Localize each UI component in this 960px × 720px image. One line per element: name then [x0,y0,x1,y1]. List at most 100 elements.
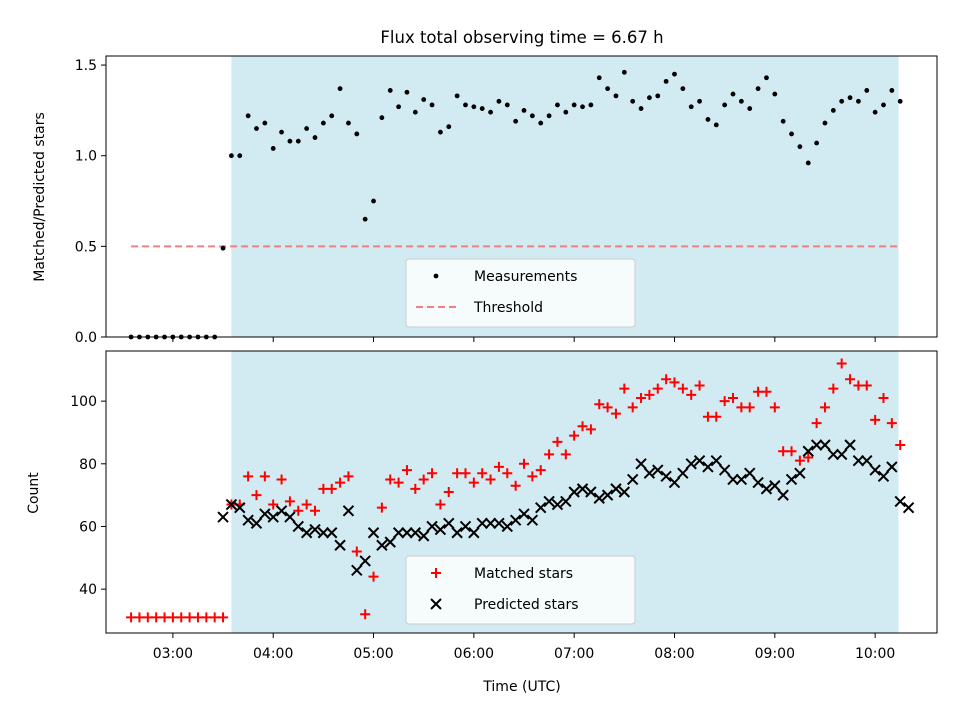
measurement-point [270,146,276,151]
legend-box [405,555,636,625]
measurement-point [463,102,468,108]
predicted-stars-point [576,483,589,495]
matched-stars-point [619,383,630,394]
y-tick-label: 1.5 [75,58,97,74]
measurement-point [655,93,661,99]
measurement-point [672,71,677,77]
predicted-stars-point [501,520,513,533]
measurement-point [638,106,644,111]
predicted-stars-point [585,486,597,498]
legend-label: Predicted stars [474,597,579,613]
predicted-stars-point [225,498,238,511]
matched-stars-point [209,612,220,623]
matched-stars-point [819,402,830,413]
measurement-point [697,98,702,104]
measurement-point [396,104,402,110]
predicted-stars-point [819,439,831,451]
matched-stars-point [577,421,588,432]
measurement-point [688,104,694,110]
predicted-stars-point [392,527,405,539]
measurement-point [897,98,903,104]
x-tick-label: 04:00 [253,646,293,662]
matched-stars-point [326,483,337,494]
matched-stars-point [861,380,872,391]
matched-stars-point [769,402,780,413]
matched-stars-point [318,483,329,494]
x-tick-label: 08:00 [654,646,694,662]
legend-dot-marker [433,273,439,279]
matched-stars-point [243,471,254,482]
matched-stars-point [452,468,463,479]
predicted-stars-point [342,505,355,517]
predicted-stars-point [668,476,681,489]
measurement-point [864,88,870,93]
measurement-point [513,118,519,124]
matched-stars-point [803,452,814,463]
matched-stars-point [418,474,429,485]
measurement-point [421,97,427,102]
matched-stars-point [268,499,279,510]
matched-stars-point [293,505,304,516]
y-tick-label: 80 [79,457,97,473]
measurement-point [563,109,569,115]
matched-stars-point [259,471,270,482]
predicted-stars-point [317,527,330,539]
top-legend: Measurements Threshold [405,258,636,328]
measurement-point [663,78,669,84]
matched-stars-point [602,402,613,413]
measurement-point [630,98,636,104]
matched-stars-point [677,383,688,394]
matched-stars-point [360,609,371,620]
predicted-stars-point [409,527,422,539]
measurement-point [738,98,744,104]
x-axis-label: Time (UTC) [482,679,560,695]
measurement-point [488,109,493,115]
matched-stars-point [694,380,705,391]
measurement-point [337,86,343,92]
matched-stars-point [544,449,555,460]
bottom-plot: 40 60 80 100 03:00 04:00 05:00 06:00 07:00 08:00 0… [70,350,938,662]
matched-stars-point [151,612,162,623]
matched-stars-point [610,408,621,419]
measurement-point [329,113,335,119]
measurement-point [605,86,611,92]
measurement-point [747,106,753,111]
predicted-stars-point [794,467,806,479]
y-tick-label: 0.5 [75,239,97,255]
predicted-stars-point [250,517,263,530]
x-tick-label: 10:00 [855,646,895,662]
matched-stars-point [343,471,354,482]
measurement-point [354,131,360,137]
measurement-point [805,160,811,166]
measurement-point [446,124,452,130]
y-tick-label: 100 [70,394,97,410]
measurement-point [521,107,527,113]
matched-stars-point [736,402,747,413]
predicted-stars-point [451,527,463,539]
matched-stars-point [192,612,203,623]
measurement-point [730,91,736,97]
matched-stars-point [335,477,346,488]
measurement-point [555,102,560,108]
predicted-stars-point [610,483,622,495]
matched-stars-point [535,465,546,476]
predicted-stars-point [685,458,697,470]
measurement-point [596,75,602,81]
matched-stars-point [661,374,672,385]
measurement-point [454,93,460,99]
measurement-point [847,95,853,101]
measurement-point [479,106,485,111]
predicted-stars-point [376,539,388,551]
matched-stars-point [201,612,212,623]
x-tick-label: 06:00 [454,646,494,662]
matched-stars-point [251,490,262,501]
measurement-point [379,115,385,121]
y-tick-label: 1.0 [75,149,97,165]
matched-stars-point [686,389,697,400]
matched-stars-point [510,480,521,491]
matched-stars-point [410,483,421,494]
measurement-point [755,86,761,92]
measurement-point [438,129,443,135]
predicted-stars-point [626,473,639,486]
matched-stars-point [627,402,638,413]
